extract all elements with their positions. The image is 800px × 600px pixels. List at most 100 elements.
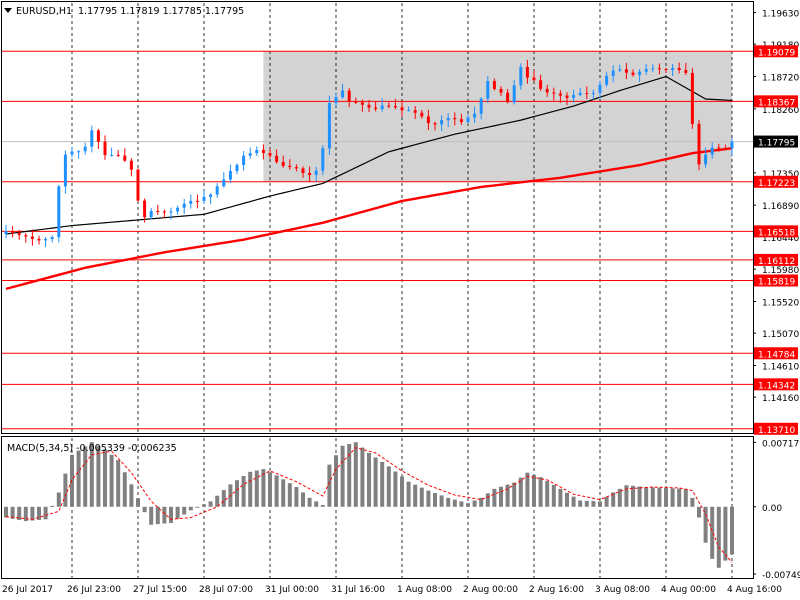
macd-histogram-bar bbox=[446, 497, 451, 507]
level-price-tag bbox=[754, 378, 798, 391]
macd-histogram-bar bbox=[10, 506, 15, 519]
macd-histogram-bar bbox=[327, 464, 332, 507]
macd-histogram-bar bbox=[538, 477, 543, 507]
y-tick-label: 1.14610 bbox=[762, 363, 799, 373]
macd-y-tick-label: 0.00 bbox=[762, 504, 782, 514]
candle bbox=[202, 190, 206, 204]
y-tick-label: 1.14160 bbox=[762, 394, 799, 404]
level-price-label: 1.15819 bbox=[758, 277, 795, 287]
macd-histogram-bar bbox=[89, 442, 94, 507]
candle bbox=[354, 97, 358, 104]
macd-histogram-bar bbox=[591, 501, 596, 507]
candle bbox=[558, 90, 562, 103]
x-tick-label: 31 Jul 00:00 bbox=[265, 585, 319, 595]
candle bbox=[341, 83, 345, 99]
macd-histogram-bar bbox=[637, 486, 642, 507]
candle bbox=[730, 138, 734, 156]
candle bbox=[664, 67, 668, 73]
level-price-tag bbox=[754, 225, 798, 238]
macd-histogram-bar bbox=[406, 481, 411, 507]
candle bbox=[301, 166, 305, 178]
macd-histogram-bar bbox=[76, 450, 81, 507]
candle bbox=[195, 194, 199, 209]
macd-histogram-bar bbox=[657, 487, 662, 507]
macd-histogram-bar bbox=[182, 506, 187, 515]
macd-histogram-bar bbox=[723, 506, 728, 561]
macd-histogram-bar bbox=[30, 506, 35, 521]
candle bbox=[453, 112, 457, 126]
y-tick-label: 1.15070 bbox=[762, 330, 799, 340]
candle bbox=[268, 148, 272, 159]
candle bbox=[426, 109, 430, 131]
candle bbox=[492, 78, 496, 91]
candle bbox=[473, 106, 477, 124]
macd-histogram-bar bbox=[703, 506, 708, 543]
candle bbox=[440, 115, 444, 132]
macd-histogram-bar bbox=[380, 461, 385, 507]
candle bbox=[552, 87, 556, 101]
candle bbox=[17, 229, 21, 240]
candle bbox=[4, 225, 8, 239]
candle bbox=[618, 64, 622, 73]
macd-histogram-bar bbox=[320, 504, 325, 507]
macd-histogram-bar bbox=[353, 442, 358, 507]
macd-histogram-bar bbox=[611, 492, 616, 507]
candle bbox=[433, 121, 437, 131]
macd-histogram-bar bbox=[571, 496, 576, 507]
macd-histogram-bar bbox=[281, 479, 286, 507]
macd-histogram-bar bbox=[248, 471, 253, 507]
macd-histogram-bar bbox=[419, 487, 424, 507]
macd-histogram-bar bbox=[598, 501, 602, 507]
macd-histogram-bar bbox=[664, 487, 668, 507]
candle bbox=[578, 87, 582, 97]
candle bbox=[525, 59, 529, 84]
level-price-tag bbox=[754, 347, 798, 360]
candle bbox=[149, 207, 153, 220]
candle bbox=[156, 204, 160, 216]
macd-histogram-bar bbox=[697, 506, 701, 518]
macd-histogram-bar bbox=[103, 449, 107, 507]
macd-y-tick-label: 0.007176 bbox=[762, 439, 800, 449]
macd-histogram-bar bbox=[301, 492, 305, 507]
level-price-label: 1.16518 bbox=[758, 228, 795, 238]
candle bbox=[228, 164, 232, 184]
macd-histogram-bar bbox=[23, 506, 28, 522]
macd-histogram-bar bbox=[96, 445, 101, 507]
macd-histogram-bar bbox=[512, 482, 517, 507]
macd-histogram-bar bbox=[624, 485, 629, 507]
macd-histogram-bar bbox=[565, 492, 569, 507]
candle bbox=[446, 113, 450, 128]
candle bbox=[275, 149, 279, 164]
candle bbox=[598, 80, 602, 99]
macd-histogram-bar bbox=[393, 471, 398, 507]
level-price-tag bbox=[754, 253, 798, 266]
candle bbox=[255, 146, 259, 157]
macd-histogram-bar bbox=[254, 470, 259, 507]
symbol-menu-arrow-icon[interactable] bbox=[4, 8, 12, 13]
moving-average-red bbox=[5, 147, 733, 291]
candle bbox=[644, 64, 648, 76]
candle bbox=[585, 86, 589, 100]
level-price-label: 1.14342 bbox=[758, 381, 795, 391]
macd-histogram-bar bbox=[525, 472, 530, 507]
macd-histogram-bar bbox=[584, 500, 589, 507]
macd-histogram-bar bbox=[670, 488, 675, 507]
symbol-label[interactable]: EURUSD,H1 bbox=[16, 6, 72, 17]
macd-histogram-bar bbox=[261, 469, 266, 507]
x-tick-label: 4 Aug 00:00 bbox=[661, 585, 716, 595]
macd-histogram-bar bbox=[195, 506, 200, 508]
candle bbox=[209, 193, 213, 205]
macd-histogram-bar bbox=[472, 500, 477, 507]
ohlc-readout: 1.17795 1.17819 1.17785 1.17795 bbox=[78, 6, 244, 17]
candle bbox=[169, 207, 173, 220]
candle bbox=[83, 142, 87, 155]
candle bbox=[182, 198, 186, 214]
macd-histogram-bar bbox=[433, 493, 437, 507]
macd-histogram-bar bbox=[644, 487, 649, 507]
y-tick-label: 1.15520 bbox=[762, 299, 799, 309]
candle bbox=[690, 68, 694, 129]
candle bbox=[308, 166, 312, 182]
macd-histogram-bar bbox=[307, 497, 312, 507]
macd-histogram-bar bbox=[426, 490, 431, 507]
